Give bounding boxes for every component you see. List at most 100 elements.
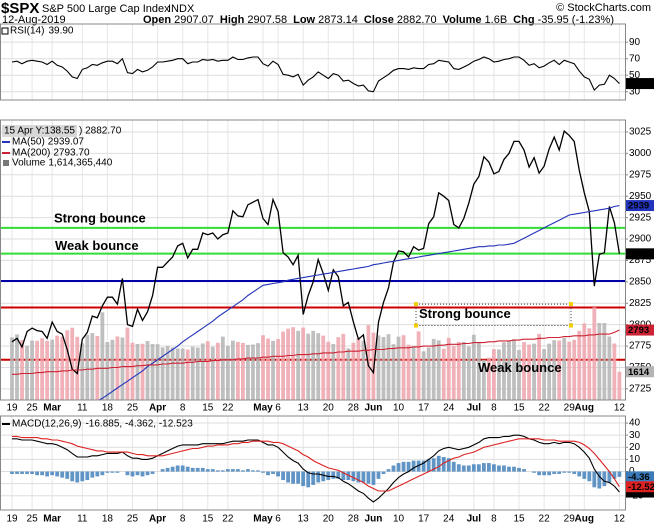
histogram-bar [351,471,356,482]
volume-bar [386,334,391,400]
volume-bar [40,338,45,400]
histogram-bar [602,471,607,487]
histogram-bar [306,471,311,488]
x-tick-label: 24 [443,514,455,525]
zone-handle [414,302,418,307]
volume-bar [537,333,541,400]
price-legend-title: ) 2882.70 [79,126,122,137]
histogram-bar [311,471,316,485]
histogram-bar [15,471,19,474]
histogram-bar [371,471,376,485]
volume-bar [446,337,451,400]
series-line [11,56,620,93]
histogram-bar [261,471,265,473]
x-tick-label: 29 [564,403,576,414]
histogram-bar [65,471,70,479]
volume-bar [311,330,316,400]
volume-bar [246,344,250,400]
volume-bar [351,342,356,400]
histogram-bar [321,471,326,482]
volume-bar [65,330,70,400]
x-tick-label: 10 [393,403,405,414]
volume-bar [416,331,421,400]
y-tick-label: 2900 [629,234,652,245]
volume-bar [507,340,511,400]
x-tick-label: Jun [365,514,383,525]
histogram-bar [572,471,577,474]
histogram-bar [215,470,220,472]
histogram-bar [271,471,275,474]
x-tick-label: Jul [467,514,482,525]
macd-legend-name: MACD(12,26,9) [12,419,81,430]
volume-bar [532,343,536,400]
histogram-bar [597,471,602,489]
histogram-bar [441,456,446,472]
histogram-bar [195,467,200,472]
stat-value: -35.95 (-1.23%) [538,14,614,26]
legend-swatch [3,160,9,166]
volume-bar [50,339,55,400]
x-tick-label: 22 [539,514,551,525]
panel-frame [0,23,626,101]
volume-bar [70,327,75,400]
zone-handle [569,323,573,328]
x-tick-label: 8 [491,403,497,414]
volume-bar [492,349,496,400]
volume-bar [105,342,110,400]
histogram-bar [236,469,240,472]
last-value-box [626,200,654,212]
histogram-bar [10,471,14,474]
histogram-bar [406,461,411,472]
volume-bar [256,343,260,400]
volume-bar [547,343,552,400]
volume-bar [135,344,140,400]
histogram-bar [125,471,130,476]
cursor-box [2,125,77,137]
volume-bar [35,340,39,400]
histogram-bar [135,471,140,476]
level-label: Weak bounce [478,360,562,375]
x-tick-label: 20 [323,514,335,525]
histogram-bar [150,471,155,474]
volume-bar [476,342,481,400]
volume-bar [346,348,351,400]
histogram-bar [316,471,321,483]
volume-bar [286,328,290,400]
histogram-bar [95,471,100,477]
histogram-bar [85,471,90,481]
volume-bar [165,345,170,400]
volume-bar [140,343,145,400]
histogram-bar [421,460,426,472]
volume-bar [421,351,426,400]
series-line [11,129,621,375]
volume-bar [145,341,150,400]
volume-bar [150,344,155,400]
histogram-bar [532,471,536,473]
volume-bar [512,339,516,400]
last-value-label: -12.52 [628,482,654,493]
x-tick-label: 28 [348,514,360,525]
volume-bar [562,337,567,400]
y-tick-label: 2875 [629,255,652,266]
histogram-bar [185,466,190,472]
zone-label: Strong bounce [419,306,511,321]
volume-bar [10,337,14,400]
legend-value: 2939.07 [48,137,85,148]
volume-bar [426,347,431,400]
histogram-bar [617,471,622,477]
volume-bar [617,371,622,400]
histogram-bar [35,471,39,476]
x-tick-label: 22 [222,403,234,414]
volume-bar [155,344,160,400]
x-tick-label: Jun [365,403,383,414]
x-tick-label: Jul [467,403,482,414]
x-tick-label: Aug [575,514,594,525]
rsi-swatch [1,27,9,35]
volume-bar [60,336,65,400]
histogram-bar [537,471,541,476]
histogram-bar [326,471,331,481]
cursor-label: 15 Apr Y:138.55 [4,126,75,137]
y-tick-label: 2825 [629,298,652,309]
volume-bar [567,341,572,400]
